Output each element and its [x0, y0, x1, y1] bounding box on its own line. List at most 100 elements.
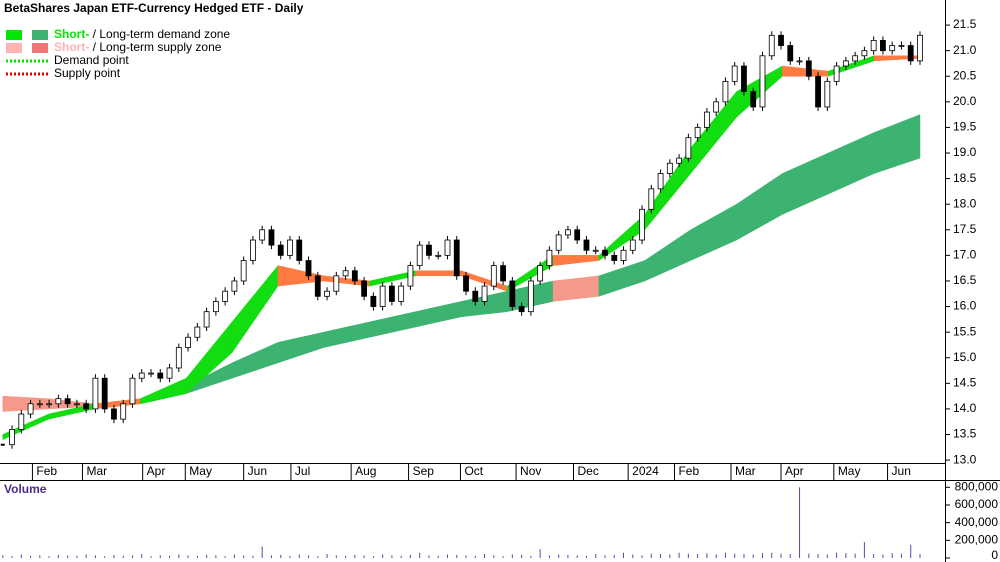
candle — [83, 403, 90, 410]
candle — [880, 40, 886, 52]
candle — [805, 60, 812, 77]
candle — [583, 239, 590, 251]
candle — [713, 101, 720, 113]
candle — [676, 157, 683, 164]
volume-label: Volume — [4, 482, 47, 496]
candle — [500, 265, 506, 282]
legend-short: Short- — [54, 27, 89, 41]
candle — [166, 367, 173, 379]
y-tick-label: 21.0 — [953, 43, 977, 57]
candle — [685, 137, 692, 159]
candle — [527, 280, 534, 313]
candle — [55, 398, 62, 405]
candle — [907, 45, 914, 62]
candle — [574, 229, 581, 241]
y-tick-label: 20.0 — [953, 94, 977, 108]
candle — [787, 45, 794, 62]
candle — [666, 162, 673, 174]
candle — [565, 229, 571, 236]
y-tick-label: 13.0 — [953, 452, 977, 466]
candle — [231, 280, 238, 292]
candle — [407, 265, 414, 287]
candle — [240, 260, 247, 282]
x-tick-label: May — [838, 464, 861, 478]
candle — [203, 311, 210, 328]
legend-entry: Demand point — [54, 53, 129, 67]
axes: 13.0 13.5 14.0 14.5 15.0 15.5 16.0 16.5 17.0 17.5… — [31, 17, 999, 562]
legend-swatch — [6, 30, 22, 40]
candle — [870, 40, 877, 52]
legend-swatch — [6, 43, 22, 53]
candle — [481, 285, 488, 302]
candle — [741, 65, 747, 93]
candle — [157, 372, 164, 379]
candle — [9, 428, 15, 446]
candle — [537, 265, 544, 282]
x-tick-label: Feb — [678, 464, 699, 478]
legend-entry: Supply point — [54, 66, 121, 80]
candle — [917, 34, 923, 62]
legend-sep: / — [89, 40, 99, 54]
candle — [555, 234, 562, 251]
candle — [46, 403, 53, 406]
candle — [324, 290, 330, 297]
chart-title: BetaShares Japan ETF-Currency Hedged ETF… — [4, 1, 304, 15]
candle — [435, 254, 442, 257]
candle — [592, 249, 599, 252]
candle — [111, 408, 117, 420]
legend-long: Long-term supply zone — [99, 40, 221, 54]
y-tick-label: 20.5 — [953, 68, 977, 82]
y-tick-label: 14.5 — [953, 375, 977, 389]
x-tick-label: Feb — [36, 464, 57, 478]
candle — [361, 280, 368, 297]
legend-entry: Short- / Long-term demand zone — [54, 27, 230, 41]
candle — [453, 239, 460, 277]
candle — [546, 249, 553, 267]
x-tick-label: Aug — [355, 464, 376, 478]
candle — [194, 326, 201, 338]
y-tick-label: 13.5 — [953, 427, 977, 441]
legend-swatch — [32, 43, 48, 53]
candle — [842, 60, 849, 67]
legend-entry: Short- / Long-term supply zone — [54, 40, 222, 54]
candle — [18, 413, 25, 430]
candle — [268, 229, 275, 246]
candle — [509, 280, 516, 307]
y-tick-label: 15.5 — [953, 324, 977, 338]
candle — [703, 111, 710, 128]
candle — [250, 239, 256, 261]
candle — [370, 295, 377, 307]
volume-tick-label: 0 — [991, 548, 998, 562]
candle — [416, 244, 423, 267]
candle — [138, 372, 145, 379]
candle — [342, 270, 349, 277]
candle — [694, 127, 701, 139]
y-tick-label: 16.5 — [953, 273, 977, 287]
candle — [426, 244, 432, 256]
candle — [750, 91, 757, 108]
volume-bars — [2, 487, 921, 558]
candle — [287, 239, 293, 256]
candle — [815, 75, 821, 108]
legend-long: Long-term demand zone — [99, 27, 230, 41]
zones — [2, 55, 921, 441]
candle — [101, 377, 108, 410]
candle — [444, 239, 451, 256]
candle — [305, 260, 312, 277]
candle — [833, 65, 840, 82]
x-tick-label: Oct — [464, 464, 483, 478]
x-tick-label: Sep — [413, 464, 435, 478]
candle — [629, 239, 636, 251]
candle — [611, 254, 618, 261]
candle — [27, 403, 34, 415]
x-tick-label: Apr — [147, 464, 166, 478]
candle — [120, 403, 127, 420]
x-tick-label: Nov — [520, 464, 541, 478]
candle — [129, 377, 136, 405]
candle — [889, 45, 896, 52]
volume-tick-label: 400,000 — [955, 515, 999, 529]
volume-tick-label: 800,000 — [955, 479, 999, 493]
long-zone — [873, 114, 921, 174]
